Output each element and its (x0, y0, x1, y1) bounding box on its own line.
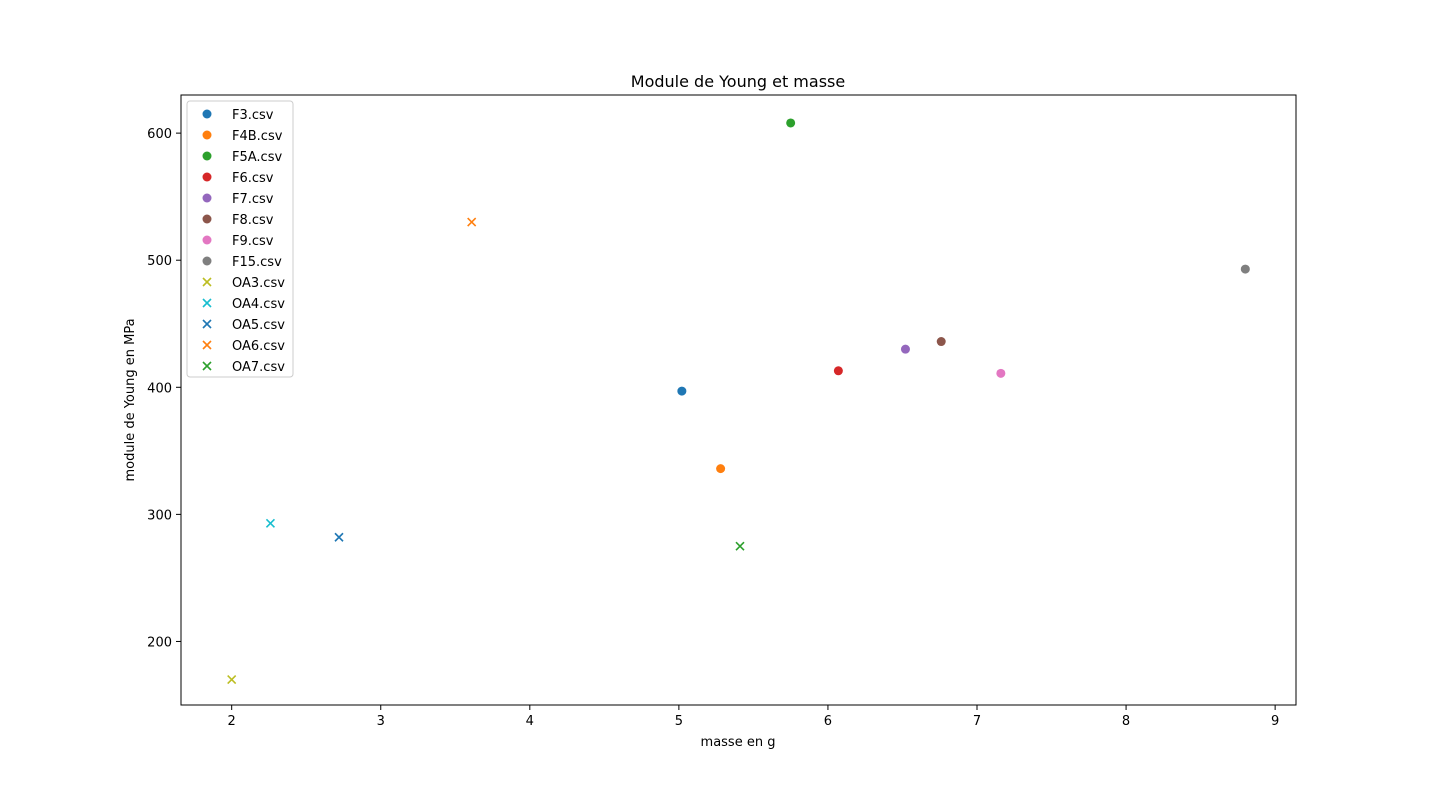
data-point (996, 368, 1006, 378)
legend-item: F6.csv (202, 171, 274, 186)
data-point (936, 337, 946, 347)
legend-marker (202, 298, 212, 308)
y-axis-label: module de Young en MPa (123, 318, 138, 481)
y-tick-label: 300 (147, 508, 172, 523)
legend-marker-stroke (202, 298, 212, 308)
legend-label: OA4.csv (232, 297, 285, 312)
legend-marker (202, 151, 212, 161)
legend-label: F15.csv (232, 255, 282, 270)
data-point (900, 344, 910, 354)
legend-marker (202, 130, 212, 140)
legend-item: OA7.csv (202, 360, 285, 375)
x-tick-label: 8 (1122, 714, 1130, 729)
legend-label: F4B.csv (232, 129, 283, 144)
x-tick-label: 4 (526, 714, 534, 729)
data-point (833, 366, 843, 376)
data-point-stroke (735, 541, 745, 551)
legend-item: OA3.csv (202, 276, 285, 291)
legend-item: OA4.csv (202, 297, 285, 312)
legend-label: OA5.csv (232, 318, 285, 333)
legend-marker (202, 256, 212, 266)
data-points (227, 118, 1250, 685)
legend-marker (202, 109, 212, 119)
data-point (467, 217, 477, 227)
x-axis: 2 3 4 5 6 7 8 9 (228, 705, 1279, 729)
data-point (227, 675, 237, 685)
legend-item: F5A.csv (202, 150, 282, 165)
data-point (265, 518, 276, 528)
data-point (786, 118, 796, 128)
data-point (334, 532, 344, 542)
x-tick-label: 2 (228, 714, 236, 729)
legend-label: F7.csv (232, 192, 274, 207)
legend-item: F4B.csv (202, 129, 283, 144)
legend-label: F9.csv (232, 234, 274, 249)
data-point (677, 386, 687, 396)
legend-marker-stroke (202, 361, 212, 371)
legend-marker (202, 193, 212, 203)
y-axis: 200 300 400 500 600 (147, 127, 181, 650)
legend-item: F9.csv (202, 234, 274, 249)
legend-marker (202, 172, 212, 182)
y-tick-label: 200 (147, 635, 172, 650)
legend-label: F6.csv (232, 171, 274, 186)
legend-label: OA6.csv (232, 339, 285, 354)
legend-frame (186, 100, 294, 378)
legend-label: F8.csv (232, 213, 274, 228)
y-tick-label: 400 (147, 381, 172, 396)
legend-marker (202, 277, 212, 287)
plot-area (180, 94, 1297, 706)
legend-marker (202, 214, 212, 224)
legend-item: F8.csv (202, 213, 274, 228)
legend-marker (202, 361, 212, 371)
data-point-stroke (227, 675, 237, 685)
legend-marker (202, 235, 212, 245)
legend-item: OA6.csv (202, 339, 285, 354)
legend-marker (202, 319, 212, 329)
x-tick-label: 9 (1271, 714, 1279, 729)
y-tick-label: 500 (147, 254, 172, 269)
legend-marker (202, 340, 212, 350)
data-point (1240, 264, 1250, 274)
x-axis-label: masse en g (701, 735, 776, 750)
legend-label: F5A.csv (232, 150, 282, 165)
legend-item: F15.csv (202, 255, 282, 270)
x-tick-label: 3 (377, 714, 385, 729)
x-tick-label: 5 (675, 714, 683, 729)
legend-label: OA7.csv (232, 360, 285, 375)
data-point-stroke (265, 518, 276, 528)
legend-marker-stroke (202, 340, 212, 350)
legend-marker-stroke (202, 319, 212, 329)
legend-label: OA3.csv (232, 276, 285, 291)
y-tick-label: 600 (147, 127, 172, 142)
legend-item: F3.csv (202, 108, 274, 123)
legend-item: F7.csv (202, 192, 274, 207)
legend-marker-stroke (202, 277, 212, 287)
data-point-stroke (467, 217, 477, 227)
legend-label: F3.csv (232, 108, 274, 123)
x-tick-label: 7 (973, 714, 981, 729)
chart-title: Module de Young et masse (631, 72, 845, 91)
legend-item: OA5.csv (202, 318, 285, 333)
data-point (735, 541, 745, 551)
data-point (716, 464, 726, 474)
data-point-stroke (334, 532, 344, 542)
legend-items: F3.csv F4B.csv F5A.csv F6.csv F7.csv F8.csv F9… (202, 108, 285, 375)
legend: F3.csv F4B.csv F5A.csv F6.csv F7.csv F8.csv F9… (186, 100, 294, 378)
x-tick-label: 6 (824, 714, 832, 729)
